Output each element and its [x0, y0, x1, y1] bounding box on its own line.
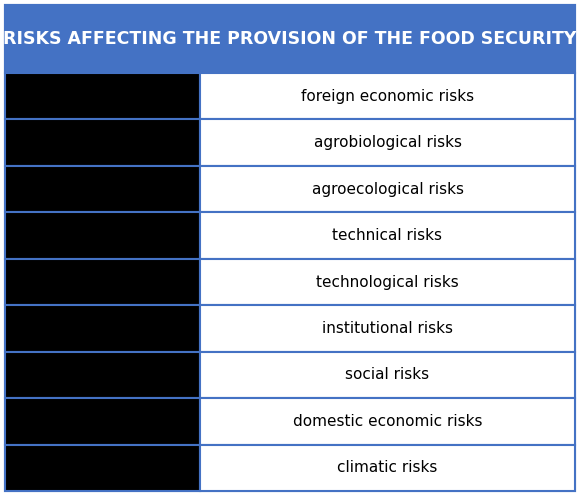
- Bar: [5, 73, 200, 120]
- Text: agroecological risks: agroecological risks: [311, 182, 463, 196]
- Bar: [200, 120, 575, 166]
- Bar: [5, 305, 200, 352]
- Bar: [200, 398, 575, 444]
- Bar: [5, 444, 200, 491]
- Bar: [200, 259, 575, 305]
- Bar: [5, 166, 200, 212]
- Bar: [5, 5, 575, 73]
- Bar: [5, 120, 200, 166]
- Bar: [200, 305, 575, 352]
- Bar: [200, 166, 575, 212]
- Bar: [5, 352, 200, 398]
- Text: RISKS AFFECTING THE PROVISION OF THE FOOD SECURITY: RISKS AFFECTING THE PROVISION OF THE FOO…: [3, 30, 577, 48]
- Text: institutional risks: institutional risks: [322, 321, 453, 336]
- Bar: [200, 444, 575, 491]
- Bar: [5, 398, 200, 444]
- Text: climatic risks: climatic risks: [338, 460, 438, 475]
- Bar: [5, 212, 200, 259]
- Text: agrobiological risks: agrobiological risks: [314, 135, 462, 150]
- Bar: [200, 212, 575, 259]
- Text: technical risks: technical risks: [332, 228, 443, 243]
- Text: domestic economic risks: domestic economic risks: [293, 414, 482, 429]
- Bar: [5, 259, 200, 305]
- Text: foreign economic risks: foreign economic risks: [301, 89, 474, 104]
- Text: technological risks: technological risks: [316, 274, 459, 290]
- Bar: [5, 5, 575, 73]
- Bar: [200, 73, 575, 120]
- Text: social risks: social risks: [346, 368, 430, 382]
- Bar: [200, 352, 575, 398]
